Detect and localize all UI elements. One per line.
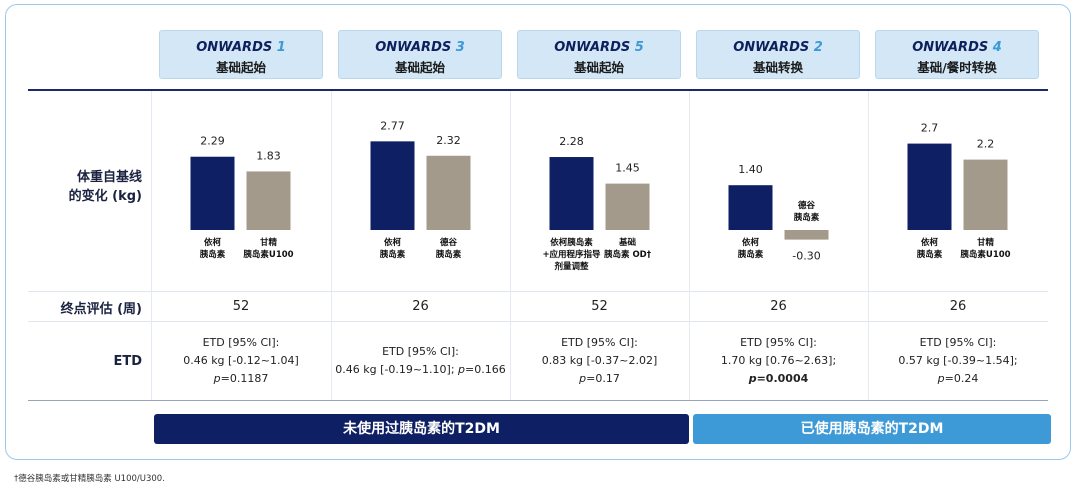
bar-3-0 [728,185,773,230]
bar-category-label: 依柯 胰岛素 [737,238,764,260]
row-divider [28,321,1048,322]
row-divider [28,291,1048,292]
study-header-onwards5: ONWARDS 5 基础起始 [517,30,681,79]
bar-category-label: 依柯 胰岛素 [916,238,943,260]
bar-value-label: 1.83 [256,149,281,162]
column-divider [151,91,152,400]
endpoint-weeks: 26 [412,299,429,314]
bar-0-0 [190,156,235,230]
row-label-weight: 体重自基线 的变化 (kg) [68,170,142,204]
banner-insulin-experienced: 已使用胰岛素的T2DM [693,414,1051,444]
bar-value-label: 1.45 [615,162,640,175]
bar-category-label: 德谷 胰岛素 [793,201,820,223]
study-header-onwards1: ONWARDS 1 基础起始 [159,30,323,79]
endpoint-weeks: 26 [949,299,967,314]
etd-cell-onwards5: ETD [95% CI]: 0.83 kg [-0.37~2.02] p=0.1… [541,336,658,385]
study-header-onwards2: ONWARDS 2 基础转换 [696,30,860,79]
column-divider [868,91,869,400]
study-header-onwards4: ONWARDS 4 基础/餐时转换 [875,30,1039,79]
endpoint-weeks: 52 [232,299,250,314]
bar-category-label: 甘精 胰岛素U100 [243,238,294,260]
bar-value-label: 2.77 [380,119,405,132]
etd-cell-onwards3: ETD [95% CI]: 0.46 kg [-0.19~1.10]; p=0.… [335,345,506,376]
figure-frame [5,4,1071,460]
bar-category-label: 甘精 胰岛素U100 [960,238,1011,260]
etd-cell-onwards4: ETD [95% CI]: 0.57 kg [-0.39~1.54]; p=0.… [898,336,1018,385]
bar-0-1 [246,171,291,230]
bar-category-label: 德谷 胰岛素 [435,238,462,260]
header-rule [28,89,1048,91]
endpoint-weeks: 52 [591,299,608,314]
bar-value-label: 2.28 [559,135,584,148]
etd-cell-onwards1: ETD [95% CI]: 0.46 kg [-0.12~1.04] p=0.1… [183,336,299,385]
column-divider [510,91,511,400]
endpoint-weeks: 26 [770,299,787,314]
bar-value-label: -0.30 [792,250,820,263]
bottom-rule [28,400,1048,401]
bar-1-0 [370,141,415,230]
bar-4-0 [907,143,952,230]
bar-value-label: 2.7 [921,122,939,135]
bar-2-0 [549,157,594,230]
etd-cell-onwards2: ETD [95% CI]: 1.70 kg [0.76~2.63]; p=0.0… [720,336,837,385]
footnote: †德谷胰岛素或甘精胰岛素 U100/U300. [14,474,165,484]
banner-insulin-naive: 未使用过胰岛素的T2DM [154,414,689,444]
bar-value-label: 2.29 [200,135,225,148]
column-divider [331,91,332,400]
row-label-etd: ETD [113,354,142,369]
column-divider [689,91,690,400]
bar-3-1 [784,230,829,240]
bar-category-label: 基础 胰岛素 OD† [604,238,651,260]
bar-value-label: 1.40 [738,163,763,176]
bar-2-1 [605,183,650,230]
study-header-onwards3: ONWARDS 3 基础起始 [338,30,502,79]
bar-4-1 [963,159,1008,230]
bar-value-label: 2.2 [977,138,995,151]
bar-category-label: 依柯胰岛素 +应用程序指导 剂量调整 [542,238,601,272]
bar-value-label: 2.32 [436,134,461,147]
bar-1-1 [426,155,471,230]
bar-category-label: 依柯 胰岛素 [379,238,406,260]
bar-category-label: 依柯 胰岛素 [199,238,226,260]
row-label-endpoint: 终点评估 (周) [60,302,142,317]
